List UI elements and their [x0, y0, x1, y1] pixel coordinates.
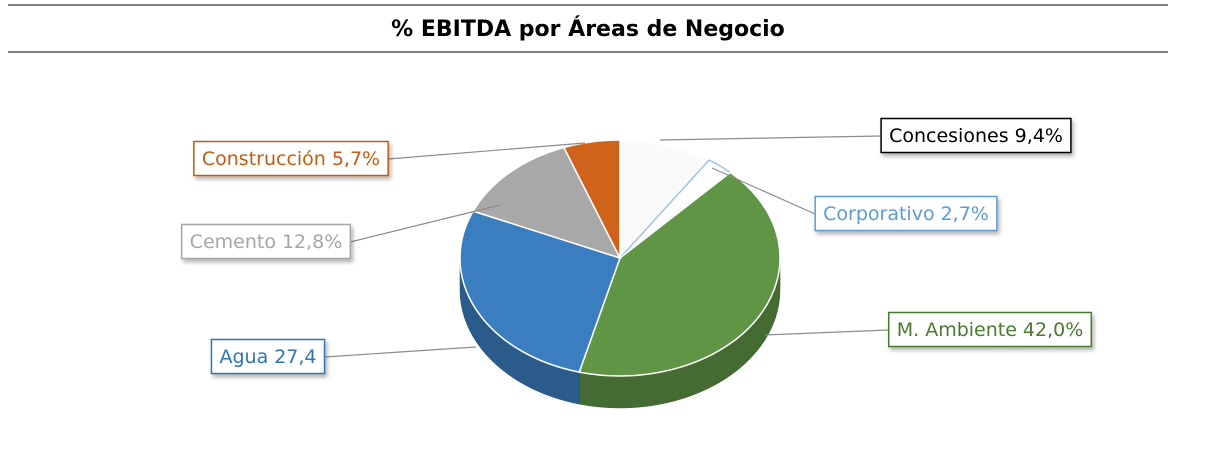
value-label: 9,4% [1015, 125, 1063, 147]
category-label: M. Ambiente [897, 319, 1017, 341]
slice [472, 146, 622, 260]
label-box [880, 117, 1072, 154]
slice [562, 139, 621, 259]
category-label: Construcción [202, 148, 326, 170]
label-box [210, 338, 326, 375]
leader-line [350, 204, 501, 243]
chart-title: % EBITDA por Áreas de Negocio [391, 16, 785, 42]
category-label: Concesiones [889, 125, 1009, 147]
label-box [180, 223, 352, 260]
value-label: 12,8% [282, 231, 342, 253]
leader-line [659, 135, 882, 141]
leader-line [711, 167, 816, 215]
category-label: Cemento [190, 231, 276, 253]
value-label: 42,0% [1023, 319, 1083, 341]
category-label: Agua [219, 346, 268, 368]
leader-line [324, 346, 477, 358]
value-label: 2,7% [941, 203, 989, 225]
category-label: Corporativo [823, 203, 934, 225]
label-box [887, 311, 1093, 348]
label-box [814, 195, 998, 232]
data-label: Corporativo 2,7% [823, 203, 989, 225]
value-label: 5,7% [332, 148, 380, 170]
data-label: Cemento 12,8% [190, 231, 343, 253]
leader-line [764, 329, 889, 336]
data-label: Construcción 5,7% [202, 148, 380, 170]
value-label: 27,4 [274, 346, 316, 368]
data-label: Agua 27,4 [219, 346, 316, 368]
leader-line [388, 142, 586, 160]
label-box [193, 140, 389, 177]
data-label: M. Ambiente 42,0% [897, 319, 1084, 341]
data-label: Concesiones 9,4% [889, 125, 1063, 147]
slice [578, 171, 781, 377]
slice [459, 210, 621, 373]
slice [619, 139, 711, 260]
